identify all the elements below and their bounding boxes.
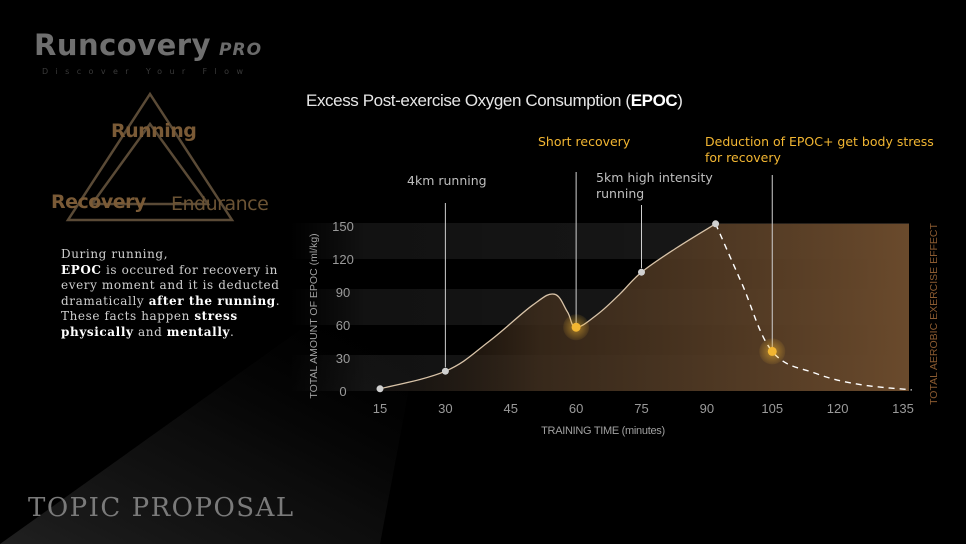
desc-stress: stress [194,309,238,324]
desc-physically: physically [61,324,134,339]
desc-line: These facts happen [61,309,195,324]
annotation-label: Deduction of EPOC+ get body stress [705,134,934,149]
desc-after-running: after the running [148,293,276,308]
y-tick-label: 0 [339,384,346,399]
x-tick-label: 135 [892,401,914,416]
y-tick-label: 90 [336,285,350,300]
triangle-label-recovery: Recovery [51,191,146,213]
y-tick-label: 30 [336,351,350,366]
data-point [441,367,449,375]
data-point [638,268,645,276]
chart-title-prefix: Excess Post-exercise Oxygen Consumption … [306,91,631,110]
topic-proposal-label: TOPIC PROPOSAL [28,493,295,523]
brand-edition: PRO [219,40,263,60]
desc-mentally: mentally [166,324,231,339]
highlight-point [571,322,581,332]
y-tick-label: 120 [332,252,354,267]
annotation-label: for recovery [705,150,781,165]
triangle-diagram [65,91,235,222]
x-tick-label: 30 [438,401,452,416]
x-tick-label: 15 [373,401,387,416]
x-tick-label: 105 [761,401,783,416]
x-tick-label: 75 [634,401,648,416]
x-tick-label: 45 [504,401,518,416]
brand-name: Runcovery [34,28,212,62]
x-tick-label: 120 [827,401,849,416]
desc-line: . [275,293,281,308]
annotation-label: 4km running [407,173,487,188]
brand-logo: Runcovery PRO [34,28,262,62]
desc-line: and [133,324,167,339]
desc-line: During running, [61,247,169,261]
x-axis-label: TRAINING TIME (minutes) [541,425,665,437]
desc-line: . [230,324,235,339]
x-tick-label: 60 [569,401,583,416]
chart-title-bold: EPOC [630,91,678,110]
x-tick-label: 90 [700,401,714,416]
chart-title: Excess Post-exercise Oxygen Consumption … [306,91,683,111]
highlight-point [767,346,777,356]
y-tick-label: 60 [336,318,350,333]
data-point [712,220,720,228]
chart-title-suffix: ) [677,91,683,110]
annotation-label: 5km high intensity [596,170,713,185]
desc-epoc: EPOC [61,262,102,277]
series-line-decay [714,223,912,391]
brand-tagline: Discover Your Flow [42,67,251,76]
triangle-label-endurance: Endurance [171,193,269,215]
y2-axis-label: TOTAL AEROBIC EXERCISE EFFECT [928,222,940,404]
annotation-label: Short recovery [538,134,631,149]
data-point [376,385,384,393]
y-axis-label: TOTAL AMOUNT OF EPOC (ml/kg) [308,233,320,398]
description-text: During running, EPOC is occured for reco… [61,247,281,341]
annotation-label: running [596,186,644,201]
triangle-label-running: Running [111,120,197,142]
y-tick-label: 150 [332,219,354,234]
desc-line: is occured for recovery in every moment … [61,262,280,308]
